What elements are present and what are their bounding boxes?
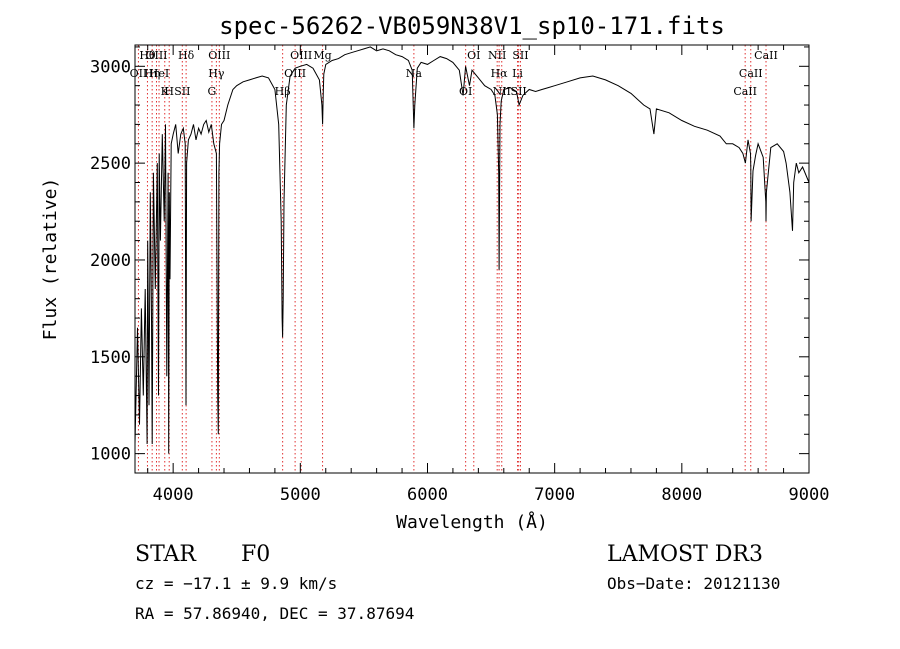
x-tick-label: 6000 bbox=[407, 485, 448, 505]
line-label: NII bbox=[488, 49, 506, 62]
line-label: Hδ bbox=[178, 49, 195, 62]
line-labels: Hθ OII K Hδ HeI SII OIII Hη H OIII Hγ G OIII OIII Hβ Mg… bbox=[130, 49, 778, 98]
line-label: K bbox=[161, 85, 170, 98]
line-label: Mg bbox=[313, 49, 331, 62]
line-label: HeI bbox=[149, 67, 169, 80]
y-tick-label: 2500 bbox=[90, 154, 131, 174]
line-label: OIII bbox=[145, 49, 167, 62]
line-label: CaII bbox=[754, 49, 778, 62]
spectrum-series bbox=[134, 46, 810, 454]
line-label: G bbox=[208, 85, 217, 98]
line-label: OII bbox=[130, 67, 148, 80]
line-label: OI bbox=[459, 85, 472, 98]
y-tick-label: 3000 bbox=[90, 57, 131, 77]
line-label: Li bbox=[512, 67, 523, 80]
x-tick-label: 5000 bbox=[280, 485, 321, 505]
line-label: Hη bbox=[144, 67, 160, 80]
x-tick-label: 7000 bbox=[534, 485, 575, 505]
x-tick-label: 9000 bbox=[789, 485, 830, 505]
line-label: OIII bbox=[290, 49, 312, 62]
line-label: OIII bbox=[208, 49, 230, 62]
line-label: CaII bbox=[739, 67, 763, 80]
axis-ticks: 4000 5000 6000 7000 8000 9000 1000 1500 2000 2500… bbox=[90, 45, 829, 505]
line-label: CaII bbox=[733, 85, 757, 98]
coordinates-text: RA = 57.86940, DEC = 37.87694 bbox=[135, 604, 414, 623]
line-label: SII bbox=[174, 85, 190, 98]
line-label: SII bbox=[512, 49, 528, 62]
line-markers bbox=[137, 45, 767, 473]
line-label: Na bbox=[406, 67, 423, 80]
line-label: Hθ bbox=[139, 49, 156, 62]
line-label: H bbox=[164, 85, 174, 98]
y-axis-label: Flux (relative) bbox=[40, 178, 61, 341]
line-label: NII bbox=[493, 85, 511, 98]
redshift-text: cz = −17.1 ± 9.9 km/s bbox=[135, 574, 337, 593]
line-label: SII bbox=[511, 85, 527, 98]
x-tick-label: 4000 bbox=[153, 485, 194, 505]
line-label: Hβ bbox=[275, 85, 291, 98]
survey-name: LAMOST DR3 bbox=[607, 542, 763, 567]
line-label: OIII bbox=[284, 67, 306, 80]
x-tick-label: 8000 bbox=[661, 485, 702, 505]
y-tick-label: 1500 bbox=[90, 348, 131, 368]
plot-frame bbox=[134, 44, 810, 474]
chart-title: spec-56262-VB059N38V1_sp10-171.fits bbox=[219, 12, 725, 40]
line-label: OI bbox=[467, 49, 480, 62]
obs-date: Obs−Date: 20121130 bbox=[607, 574, 780, 593]
y-tick-label: 1000 bbox=[90, 445, 131, 465]
line-label: Hα bbox=[491, 67, 509, 80]
x-axis-label: Wavelength (Å) bbox=[396, 511, 548, 533]
line-label: Hγ bbox=[208, 67, 225, 80]
y-tick-label: 2000 bbox=[90, 251, 131, 271]
object-type: STAR bbox=[135, 542, 197, 567]
spectral-subclass: F0 bbox=[241, 542, 270, 567]
